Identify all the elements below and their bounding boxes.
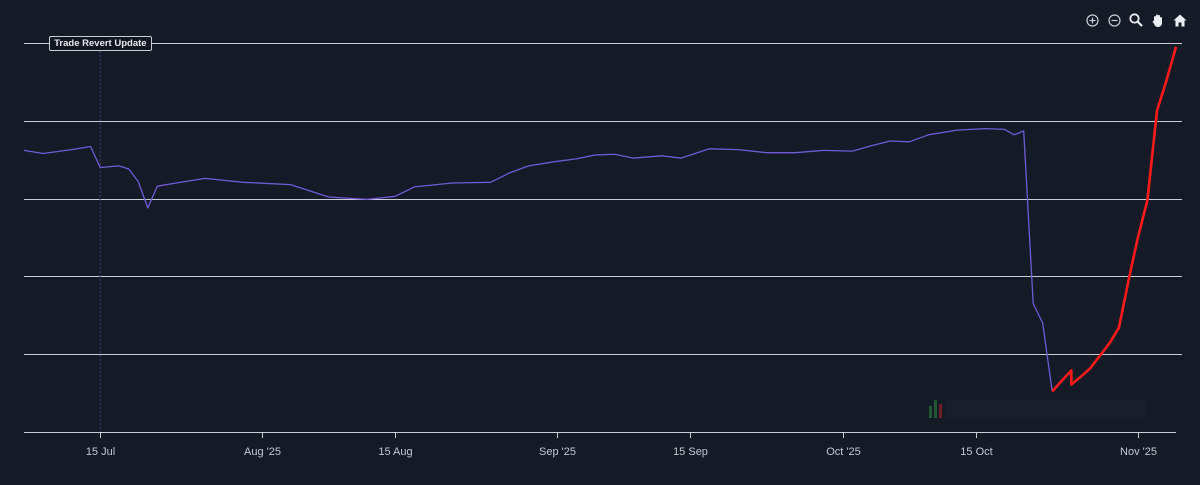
x-tick-label-0: 15 Jul	[86, 446, 115, 458]
home-icon[interactable]	[1172, 12, 1188, 28]
x-tick-label-3: Sep '25	[539, 446, 576, 458]
watermark-logo	[929, 400, 1146, 418]
magnifier-icon[interactable]	[1128, 12, 1144, 28]
pan-hand-icon[interactable]	[1150, 12, 1166, 28]
x-axis-ticks: 15 Jul Aug '25 15 Aug Sep '25 15 Sep Oct '25 1…	[86, 432, 1157, 458]
x-tick-label-4: 15 Sep	[673, 446, 708, 458]
series-line-1[interactable]	[1051, 46, 1178, 393]
chart-toolbar	[1084, 12, 1188, 28]
x-tick-label-5: Oct '25	[826, 446, 861, 458]
x-tick-label-1: Aug '25	[244, 446, 281, 458]
annotation-label[interactable]: Trade Revert Update	[49, 36, 152, 51]
series-layer	[23, 46, 1178, 393]
x-tick-label-2: 15 Aug	[378, 446, 412, 458]
x-tick-label-7: Nov '25	[1120, 446, 1157, 458]
zoom-out-icon[interactable]	[1106, 12, 1122, 28]
gridlines	[24, 43, 1182, 355]
x-tick-label-6: 15 Oct	[960, 446, 992, 458]
series-line-0[interactable]	[23, 127, 1053, 392]
zoom-in-icon[interactable]	[1084, 12, 1100, 28]
